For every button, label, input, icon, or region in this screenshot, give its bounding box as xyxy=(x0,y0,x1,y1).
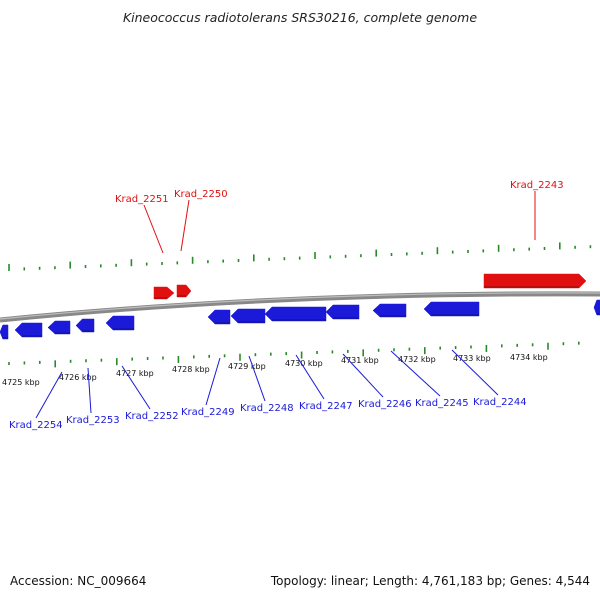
reverse-gene-arrow[interactable] xyxy=(593,299,600,316)
reverse-gene-arrow[interactable] xyxy=(372,303,407,318)
callout-line xyxy=(451,349,499,396)
gene-shadow xyxy=(55,332,70,334)
kbp-label: 4733 kbp xyxy=(453,354,491,363)
reverse-gene-label[interactable]: Krad_2252 xyxy=(125,411,179,422)
callout-line xyxy=(390,350,441,397)
reverse-gene-arrow[interactable] xyxy=(47,320,71,335)
reverse-gene-label[interactable]: Krad_2246 xyxy=(358,399,412,410)
gene-shadow xyxy=(154,297,167,299)
reverse-gene-arrow[interactable] xyxy=(325,304,360,320)
reverse-gene-arrow[interactable] xyxy=(207,309,231,325)
reverse-gene-label[interactable]: Krad_2245 xyxy=(415,398,469,409)
reverse-gene-arrow[interactable] xyxy=(105,315,135,331)
callout-line xyxy=(121,365,151,410)
reverse-gene-label[interactable]: Krad_2248 xyxy=(240,403,294,414)
gene-shadow xyxy=(272,319,326,321)
reverse-gene-label[interactable]: Krad_2254 xyxy=(9,420,63,431)
callout-line xyxy=(342,353,384,398)
gene-shadow xyxy=(431,314,479,316)
genome-backbone xyxy=(0,291,600,323)
forward-strand-genes xyxy=(153,273,587,300)
gene-shadow xyxy=(380,315,406,317)
kbp-label: 4726 kbp xyxy=(59,373,97,382)
kbp-label: 4731 kbp xyxy=(341,356,379,365)
reverse-gene-arrow[interactable] xyxy=(230,308,266,324)
gene-shadow xyxy=(484,286,579,288)
kbp-label: 4734 kbp xyxy=(510,353,548,362)
reverse-gene-arrow[interactable] xyxy=(75,318,95,333)
callout-line xyxy=(180,199,190,252)
kbp-label: 4725 kbp xyxy=(2,378,40,387)
kbp-label: 4732 kbp xyxy=(398,355,436,364)
gene-shadow xyxy=(177,295,187,297)
forward-gene-arrow-Krad_2243[interactable] xyxy=(483,273,587,289)
gene-shadow xyxy=(333,317,359,319)
forward-gene-arrow-Krad_2251[interactable] xyxy=(153,286,175,300)
gene-shadow xyxy=(238,321,265,323)
reverse-strand-genes xyxy=(0,299,600,340)
outer-tick-ring xyxy=(8,242,592,271)
accession-label: Accession: NC_009664 xyxy=(10,574,147,588)
reverse-gene-label[interactable]: Krad_2249 xyxy=(181,407,235,418)
kbp-label: 4727 kbp xyxy=(116,369,154,378)
callout-line xyxy=(87,367,92,414)
genome-summary-label: Topology: linear; Length: 4,761,183 bp; … xyxy=(270,574,590,588)
kbp-label: 4728 kbp xyxy=(172,365,210,374)
inner-tick-ring xyxy=(8,341,580,368)
forward-gene-label[interactable]: Krad_2250 xyxy=(174,189,228,200)
gene-shadow xyxy=(215,322,230,324)
reverse-gene-arrow[interactable] xyxy=(0,324,9,340)
reverse-gene-label[interactable]: Krad_2253 xyxy=(66,415,120,426)
callout-line xyxy=(143,204,164,254)
gene-shadow xyxy=(2,337,8,339)
genome-backbone-highlight xyxy=(0,292,600,320)
genome-title: Kineococcus radiotolerans SRS30216, comp… xyxy=(122,10,478,25)
gene-shadow xyxy=(596,313,600,315)
reverse-gene-label[interactable]: Krad_2247 xyxy=(299,401,353,412)
forward-gene-arrow-Krad_2250[interactable] xyxy=(176,284,192,298)
reverse-gene-arrow[interactable] xyxy=(14,322,43,338)
reverse-gene-arrow[interactable] xyxy=(423,301,480,317)
callout-line xyxy=(248,355,266,402)
forward-gene-label[interactable]: Krad_2243 xyxy=(510,180,564,191)
callout-line xyxy=(295,354,325,400)
callout-line xyxy=(35,371,63,419)
callout-line xyxy=(205,357,221,406)
gene-shadow xyxy=(113,328,134,330)
kbp-label: 4729 kbp xyxy=(228,362,266,371)
reverse-gene-arrow[interactable] xyxy=(264,306,327,322)
forward-gene-label[interactable]: Krad_2251 xyxy=(115,194,169,205)
gene-shadow xyxy=(22,335,42,337)
kbp-scale-labels: 4725 kbp 4726 kbp 4727 kbp 4728 kbp 4729 kbp… xyxy=(2,353,548,387)
gene-shadow xyxy=(82,330,94,332)
kbp-label: 4730 kbp xyxy=(285,359,323,368)
reverse-gene-label[interactable]: Krad_2244 xyxy=(473,397,527,408)
